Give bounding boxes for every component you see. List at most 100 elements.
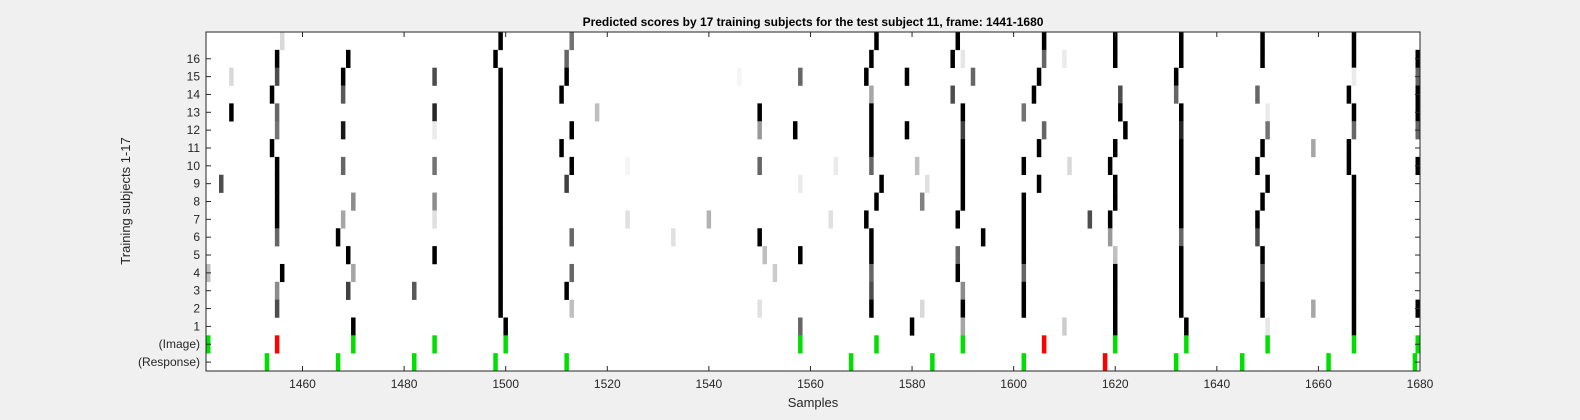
y-tick-label: (Image)	[159, 337, 200, 351]
heatmap-cell	[1351, 121, 1357, 140]
heatmap-cell	[269, 139, 275, 158]
image-marker-incorrect	[1041, 335, 1047, 354]
heatmap-cell	[1118, 85, 1123, 104]
heatmap-cell	[229, 67, 234, 86]
heatmap-cell	[904, 67, 910, 86]
image-marker-correct	[798, 335, 803, 354]
heatmap-cell	[1021, 299, 1027, 318]
heatmap-cell	[1112, 317, 1118, 336]
heatmap-cell	[1351, 263, 1357, 283]
heatmap-cell	[1179, 263, 1184, 283]
heatmap-cell	[432, 156, 437, 176]
heatmap-cell	[432, 121, 437, 140]
heatmap-cell	[432, 192, 437, 211]
heatmap-cell	[1112, 299, 1118, 318]
heatmap-cell	[1107, 156, 1113, 176]
response-marker-incorrect	[1102, 353, 1108, 372]
heatmap-cell	[1260, 32, 1265, 51]
x-tick-label: 1560	[797, 377, 824, 391]
response-marker-correct	[564, 353, 569, 372]
heatmap-cell	[1036, 139, 1042, 158]
heatmap-cell	[960, 299, 966, 318]
image-marker-correct	[960, 335, 966, 354]
heatmap-cell	[955, 246, 961, 265]
heatmap-cell	[1311, 139, 1316, 158]
heatmap-cell	[1265, 103, 1270, 122]
heatmap-cell	[757, 121, 762, 140]
heatmap-cell	[869, 103, 874, 122]
heatmap-cell	[1062, 317, 1067, 336]
heatmap-cell	[274, 210, 280, 229]
heatmap-cell	[1179, 192, 1184, 211]
heatmap-cell	[864, 210, 869, 229]
heatmap-cell	[1123, 121, 1128, 140]
heatmap-cell	[1021, 192, 1027, 211]
y-tick-label: 6	[193, 230, 200, 244]
heatmap-cell	[869, 121, 874, 140]
heatmap-cell	[869, 85, 874, 104]
heatmap-cell	[1255, 156, 1260, 176]
heatmap-cell	[1021, 156, 1027, 176]
x-tick-label: 1500	[492, 377, 519, 391]
heatmap-cell	[1260, 263, 1265, 283]
heatmap-cell	[960, 49, 966, 68]
heatmap-cell	[345, 281, 351, 300]
heatmap-cell	[1112, 32, 1118, 51]
heatmap-cell	[569, 156, 574, 176]
image-marker-correct	[503, 335, 508, 354]
heatmap-cell	[955, 32, 961, 51]
heatmap-cell	[1265, 121, 1270, 140]
heatmap-cell	[340, 67, 346, 86]
heatmap-cell	[1173, 85, 1179, 104]
heatmap-cell	[345, 49, 351, 68]
heatmap-cell	[1351, 103, 1357, 122]
heatmap-cell	[335, 228, 341, 247]
heatmap-cell	[1179, 281, 1184, 300]
heatmap-cell	[340, 121, 346, 140]
x-tick-label: 1480	[391, 377, 418, 391]
chart-title: Predicted scores by 17 training subjects…	[583, 15, 1044, 29]
heatmap-cell	[1351, 299, 1357, 318]
heatmap-cell	[757, 299, 762, 318]
heatmap-cell	[432, 67, 437, 86]
heatmap-cell	[864, 67, 869, 86]
heatmap-cell	[274, 174, 280, 193]
heatmap-cell	[1112, 192, 1118, 211]
heatmap-cell	[671, 228, 676, 247]
heatmap-cell	[1260, 139, 1265, 158]
heatmap-cell	[569, 32, 574, 51]
heatmap-cell	[1179, 49, 1184, 68]
heatmap-cell	[925, 174, 930, 193]
heatmap-cell	[1112, 174, 1118, 193]
response-marker-correct	[1412, 353, 1418, 372]
heatmap-cell	[625, 156, 630, 176]
heatmap-cell	[1112, 281, 1118, 300]
heatmap-cell	[498, 103, 503, 122]
x-tick-label: 1600	[1000, 377, 1027, 391]
heatmap-cell	[1351, 317, 1357, 336]
heatmap-cell	[1112, 263, 1118, 283]
image-marker-correct	[874, 335, 879, 354]
y-tick-label: 9	[193, 177, 200, 191]
y-tick-label: 3	[193, 284, 200, 298]
heatmap-cell	[351, 317, 356, 336]
heatmap-cell	[1112, 246, 1118, 265]
axis-ticks: 1460 1480 1500 1520 1540 1560 1580 1600 1620 1640…	[138, 32, 1434, 391]
heatmap-cell	[1255, 228, 1260, 247]
x-axis-label: Samples	[788, 395, 839, 410]
response-marker-correct	[264, 353, 270, 372]
heatmap-cell	[1179, 174, 1184, 193]
heatmap-cell	[1087, 210, 1093, 229]
heatmap-cell	[412, 281, 417, 300]
heatmap-cell	[432, 210, 437, 229]
image-marker-correct	[432, 335, 437, 354]
x-tick-label: 1620	[1102, 377, 1129, 391]
response-marker-correct	[1021, 353, 1027, 372]
heatmap-cell	[798, 67, 803, 86]
heatmap-cell	[498, 263, 503, 283]
heatmap-cell	[1041, 121, 1047, 140]
response-marker-correct	[493, 353, 498, 372]
heatmap-cell	[1021, 228, 1027, 247]
heatmap-cell	[1260, 49, 1265, 68]
heatmap-cell	[1351, 281, 1357, 300]
